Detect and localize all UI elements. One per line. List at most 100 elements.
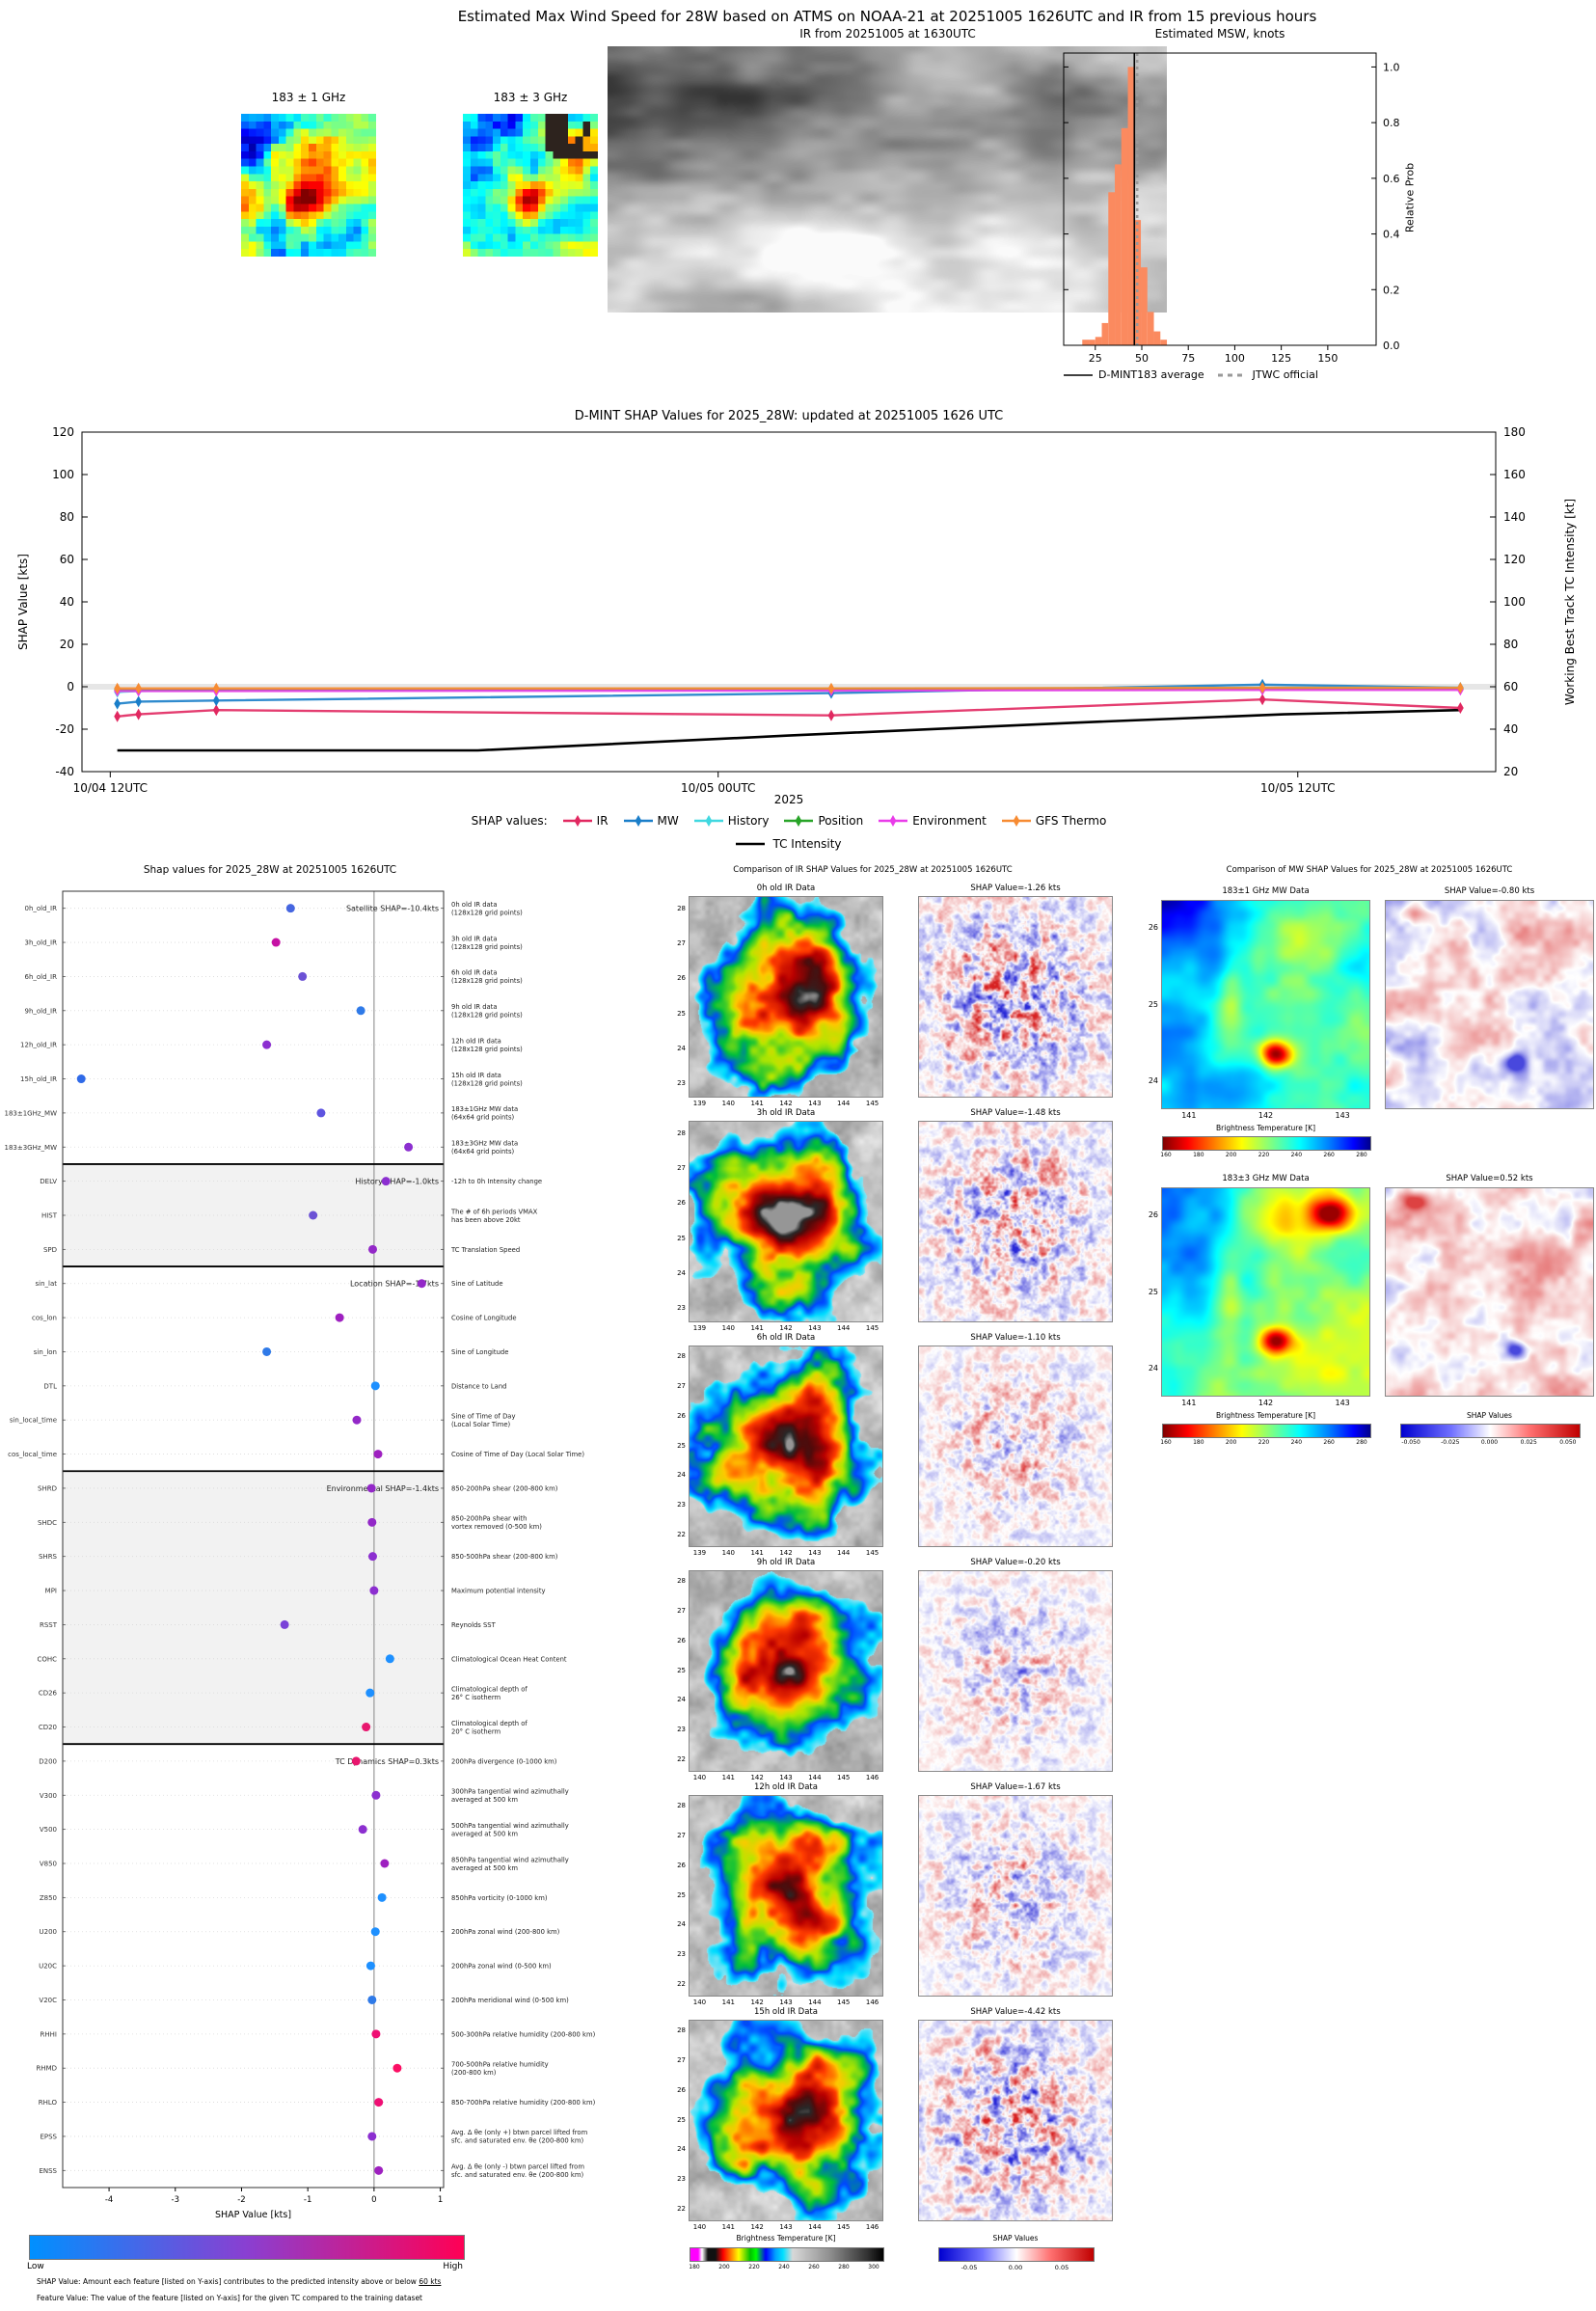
dotplot-axes-box [62,890,445,2189]
map-xtick-label: 143 [808,1100,822,1107]
feature-name-label: HIST [41,1212,58,1220]
feature-name-label: sin_lat [35,1280,57,1288]
legend-entry-gfs-thermo: GFS Thermo [1001,814,1106,828]
legend-diamond [1013,815,1020,827]
feature-shap-dot [366,1483,376,1493]
shap-colorbar-tick: 0.00 [1008,2264,1023,2271]
feature-name-label: V300 [40,1792,57,1800]
histogram-bar [1108,192,1116,345]
histogram-ytick-label: 0.2 [1383,284,1400,296]
feature-shap-dot [367,1517,377,1527]
shap-map-title: SHAP Value=-1.67 kts [970,1782,1061,1792]
ts-ytick-left-label: 0 [67,680,74,693]
map-ytick-label: 25 [677,1666,686,1674]
feature-shap-dot [262,1346,272,1356]
map-xtick-label: 146 [865,1774,879,1781]
legend-entry: D-MINT183 average [1064,368,1204,381]
map-title: 12h old IR Data [754,1782,818,1792]
feature-description: 500-300hPa relative humidity (200-800 km… [451,2030,596,2038]
map-ytick-label: 26 [1148,1210,1158,1219]
map-ytick-label: 23 [677,1304,686,1313]
map-xtick-label: 145 [865,1100,879,1107]
legend-marker-sample [623,815,653,827]
section-header-label: Location SHAP=-1.7kts [350,1280,439,1289]
feature-description: (128x128 grid points) [451,1012,523,1020]
feature-description: 850-500hPa shear (200-800 km) [451,1553,558,1561]
map-ytick-label: 26 [677,1861,686,1869]
shap-map-title: SHAP Value=0.52 kts [1446,1174,1533,1183]
map-xtick-label: 144 [808,2223,822,2231]
timeseries-axes-box [81,431,1497,773]
map-xtick-label: 142 [750,1774,764,1781]
map-xtick-label: 142 [750,2223,764,2231]
ir-data-map-5 [689,2020,883,2221]
histogram-xtick-label: 100 [1225,352,1245,365]
feature-description: 300hPa tangential wind azimuthally [451,1788,569,1796]
map-ytick-label: 22 [677,1980,686,1989]
map-title: 183±3 GHz MW Data [1222,1174,1310,1183]
bt-colorbar-tick: 300 [868,2264,879,2270]
feature-name-label: U20C [39,1963,57,1971]
series-marker [212,694,220,707]
timeseries-legend-row2: TC Intensity [82,837,1496,851]
feature-name-label: 9h_old_IR [25,1007,58,1015]
feature-description: Maximum potential intensity [451,1588,546,1595]
ir-data-map-0 [689,896,883,1098]
series-marker [135,695,143,708]
map-ytick-label: 28 [677,1576,686,1585]
feature-name-label: V20C [39,1997,57,2004]
mw-shap-map-1 [1385,1187,1594,1397]
bt-colorbar-tick: 200 [718,2264,730,2270]
feature-name-label: Z850 [40,1894,57,1902]
ts-ytick-right-label: 40 [1503,722,1518,736]
feature-name-label: sin_local_time [10,1417,57,1425]
feature-description: (128x128 grid points) [451,977,523,985]
bt-colorbar-label: Brightness Temperature [K] [1216,1411,1315,1420]
feature-shap-dot [380,1859,390,1868]
histogram-xtick-label: 150 [1317,352,1338,365]
map-xtick-label: 139 [692,1324,707,1332]
map-ytick-label: 28 [677,1351,686,1360]
colorbar-high-label: High [443,2262,463,2271]
section-header-label: History SHAP=-1.0kts [355,1178,439,1186]
histogram-axes-box [1063,52,1377,346]
footnote-1-text: SHAP Value: Amount each feature [listed … [37,2277,419,2286]
ts-xtick-label: 10/04 12UTC [73,781,148,795]
feature-name-label: U200 [40,1928,57,1936]
bt-colorbar-tick: 220 [748,2264,760,2270]
ir-shap-map-5 [918,2020,1113,2221]
map-ytick-label: 23 [677,2175,686,2184]
map-xtick-label: 143 [808,1549,822,1557]
feature-description: Climatological Ocean Heat Content [451,1655,567,1663]
feature-description: (Local Solar Time) [451,1421,511,1428]
feature-description: Climatological depth of [451,1685,527,1693]
shap-map-title: SHAP Value=-1.10 kts [970,1333,1061,1343]
legend-entry-history: History [693,814,769,828]
bt-colorbar-tick: 220 [1258,1439,1270,1446]
ir-shap-map-0 [918,896,1113,1098]
legend-marker-sample [562,815,592,827]
histogram-ytick-label: 0.0 [1383,340,1400,352]
map-xtick-label: 142 [1258,1111,1274,1120]
feature-name-label: RHHI [41,2030,57,2038]
feature-shap-dot [377,1892,387,1902]
map-xtick-label: 140 [721,1549,735,1557]
ir-data-map-2 [689,1346,883,1547]
feature-name-label: COHC [37,1655,57,1663]
map-ytick-label: 24 [677,1920,686,1929]
legend-label: IR [596,814,609,828]
ts-ytick-right-label: 20 [1503,765,1518,778]
feature-description: 850hPa tangential wind azimuthally [451,1856,569,1863]
ts-ytick-left-label: -20 [55,722,74,736]
map-ytick-label: 27 [677,1164,686,1173]
feature-description: 183±1GHz MW data [451,1105,518,1113]
feature-name-label: 183±3GHz_MW [4,1144,57,1152]
legend-diamond [635,815,641,827]
feature-name-label: D200 [39,1757,57,1765]
map-xtick-label: 140 [692,2223,707,2231]
feature-shap-dot [374,2165,384,2175]
legend-entry-environment: Environment [879,814,987,828]
timeseries-legend-row1: SHAP values: IR MW History Position Environme… [82,814,1496,828]
map-xtick-label: 143 [1335,1399,1350,1407]
feature-description: has been above 20kt [451,1216,521,1224]
